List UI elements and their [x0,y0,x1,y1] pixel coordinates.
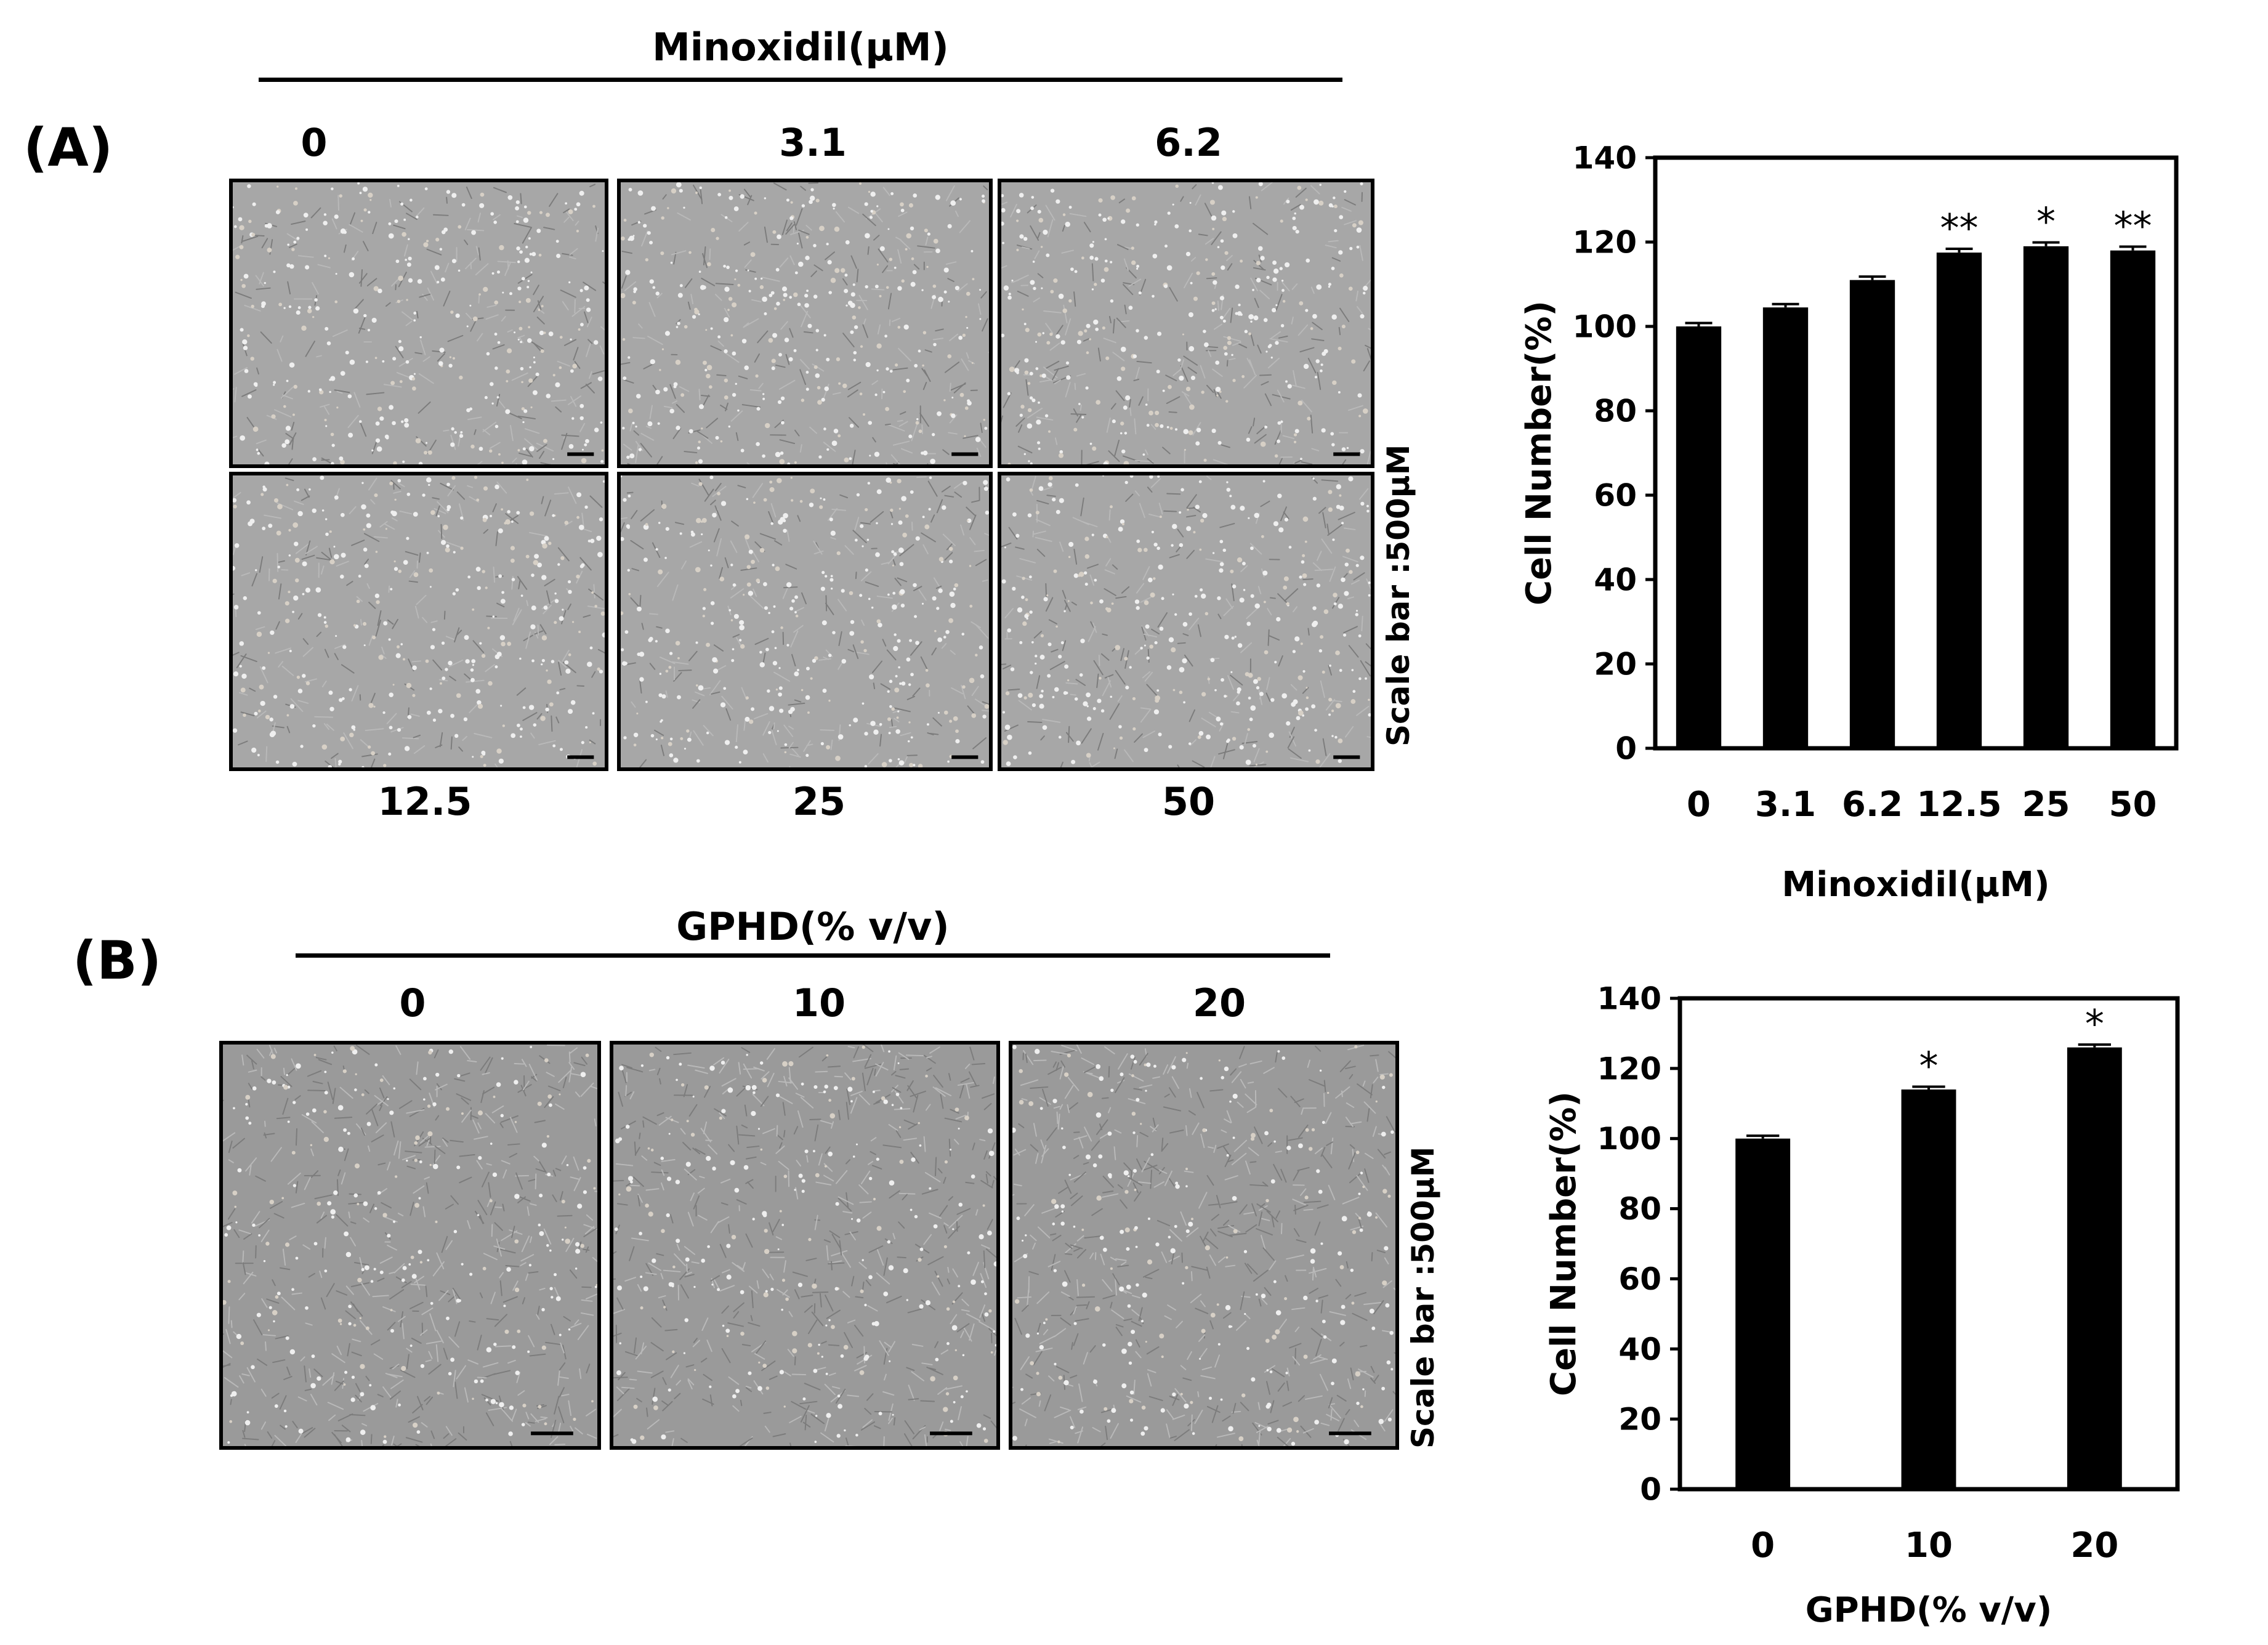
micrograph-gphd-20 [1009,1041,1399,1450]
x-tick-label: 0 [1751,1526,1775,1566]
bar-10 [1901,1089,1956,1489]
cell-texture [233,182,605,464]
bar-20 [2067,1047,2122,1489]
cell-texture [621,475,989,767]
significance-marker: ** [1940,206,1979,251]
bar-0 [1735,1138,1791,1489]
y-axis-label: Cell Number(%) [1544,1091,1584,1396]
panel-b-label: (B) [73,930,162,992]
y-tick-label: 80 [1594,394,1637,429]
x-tick-label: 10 [1905,1526,1953,1566]
chart-2: 0 20 40 60 80 100 120 140 0 * 10 * 20 GPHD(% v/v) Cell… [1544,981,2180,1630]
panel-b-label-top-2: 20 [1192,980,1246,1025]
y-tick-label: 100 [1573,309,1637,345]
y-tick-label: 140 [1597,981,1661,1017]
panel-a-group-title: Minoxidil(μM) [652,25,949,70]
x-tick-label: 0 [1687,785,1711,825]
cell-texture [233,475,605,767]
y-tick-label: 40 [1594,562,1637,598]
significance-marker: * [1919,1043,1939,1088]
bar-6.2 [1849,280,1895,748]
panel-b-group-rule [296,953,1330,958]
panel-a-label-bottom-2: 50 [1161,779,1216,824]
y-tick-label: 120 [1573,225,1637,261]
micrograph-minoxidil-0 [229,179,608,468]
plot-frame [1653,155,2179,751]
panel-a-label-bottom-1: 25 [792,779,846,824]
y-tick-label: 0 [1615,731,1637,767]
cell-texture [1012,1045,1395,1446]
micrograph-gphd-0 [219,1041,601,1450]
x-tick-label: 20 [2070,1526,2118,1566]
panel-b-label-top-0: 0 [399,980,426,1025]
y-tick-label: 40 [1618,1332,1661,1367]
panel-a-label-top-0: 0 [301,120,328,165]
y-tick-label: 140 [1573,140,1637,176]
y-axis-label: Cell Number(%) [1519,301,1559,605]
bar-3.1 [1762,307,1809,748]
y-tick-label: 20 [1594,647,1637,682]
bar-0 [1676,326,1722,748]
panel-a-label-top-2: 6.2 [1155,120,1222,165]
y-tick-label: 80 [1618,1191,1661,1227]
micrograph-minoxidil-3.1 [617,179,993,468]
x-tick-label: 12.5 [1916,785,2001,825]
panel-a-label-bottom-0: 12.5 [377,779,472,824]
y-tick-label: 60 [1618,1261,1661,1297]
x-tick-label: 50 [2109,785,2157,825]
panel-a-label: (A) [23,117,113,179]
x-tick-label: 6.2 [1842,785,1903,825]
panel-b-group-title: GPHD(% v/v) [676,904,950,949]
x-tick-label: 25 [2022,785,2070,825]
cell-texture [621,182,989,464]
cell-texture [1001,475,1371,767]
cell-texture [613,1045,996,1446]
cell-texture [1001,182,1371,464]
y-tick-label: 120 [1597,1051,1661,1086]
micrograph-minoxidil-25 [617,472,993,771]
micrograph-minoxidil-12.5 [229,472,608,771]
micrograph-minoxidil-50 [998,472,1374,771]
y-tick-label: 100 [1597,1121,1661,1157]
y-tick-label: 20 [1618,1402,1661,1437]
bar-12.5 [1936,253,1982,748]
y-tick-label: 0 [1640,1472,1661,1508]
significance-marker: ** [2114,204,2152,249]
chart-1: 0 20 40 60 80 100 120 140 0 3.1 6.2 ** 12.5 * 25 ** 50 Mi… [1519,140,2179,905]
panel-a-group-rule [259,78,1342,82]
panel-b-label-top-1: 10 [792,980,846,1025]
significance-marker: * [2036,200,2056,245]
micrograph-gphd-10 [610,1041,1000,1450]
bar-25 [2023,246,2069,749]
bar-50 [2110,250,2156,748]
micrograph-minoxidil-6.2 [998,179,1374,468]
x-axis-label: Minoxidil(μM) [1782,865,2049,905]
cell-texture [223,1045,597,1446]
x-axis-label: GPHD(% v/v) [1806,1590,2052,1630]
y-tick-label: 60 [1594,478,1637,514]
significance-marker: * [2085,1001,2104,1046]
panel-a-label-top-1: 3.1 [779,120,847,165]
x-tick-label: 3.1 [1755,785,1816,825]
